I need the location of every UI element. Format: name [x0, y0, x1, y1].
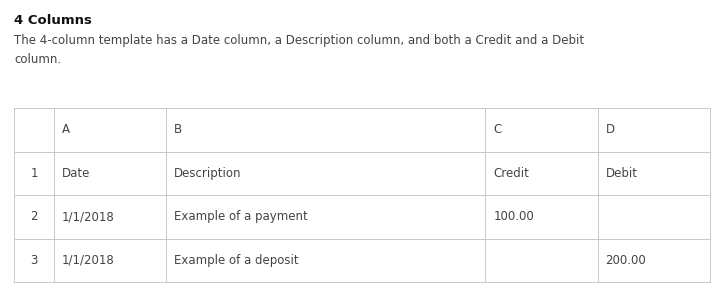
Text: 1: 1 — [30, 167, 38, 180]
Text: Description: Description — [174, 167, 242, 180]
Text: 1/1/2018: 1/1/2018 — [62, 254, 114, 267]
Text: A: A — [62, 123, 70, 136]
Text: 200.00: 200.00 — [605, 254, 647, 267]
Text: 1/1/2018: 1/1/2018 — [62, 210, 114, 223]
Text: 100.00: 100.00 — [493, 210, 534, 223]
Text: Credit: Credit — [493, 167, 529, 180]
Text: The 4-column template has a Date column, a Description column, and both a Credit: The 4-column template has a Date column,… — [14, 34, 584, 66]
Text: Debit: Debit — [605, 167, 638, 180]
Text: C: C — [493, 123, 502, 136]
Text: D: D — [605, 123, 615, 136]
Text: Date: Date — [62, 167, 90, 180]
Text: 4 Columns: 4 Columns — [14, 14, 92, 27]
Text: 3: 3 — [30, 254, 38, 267]
Text: B: B — [174, 123, 182, 136]
Text: 2: 2 — [30, 210, 38, 223]
Text: Example of a deposit: Example of a deposit — [174, 254, 299, 267]
Text: Example of a payment: Example of a payment — [174, 210, 308, 223]
